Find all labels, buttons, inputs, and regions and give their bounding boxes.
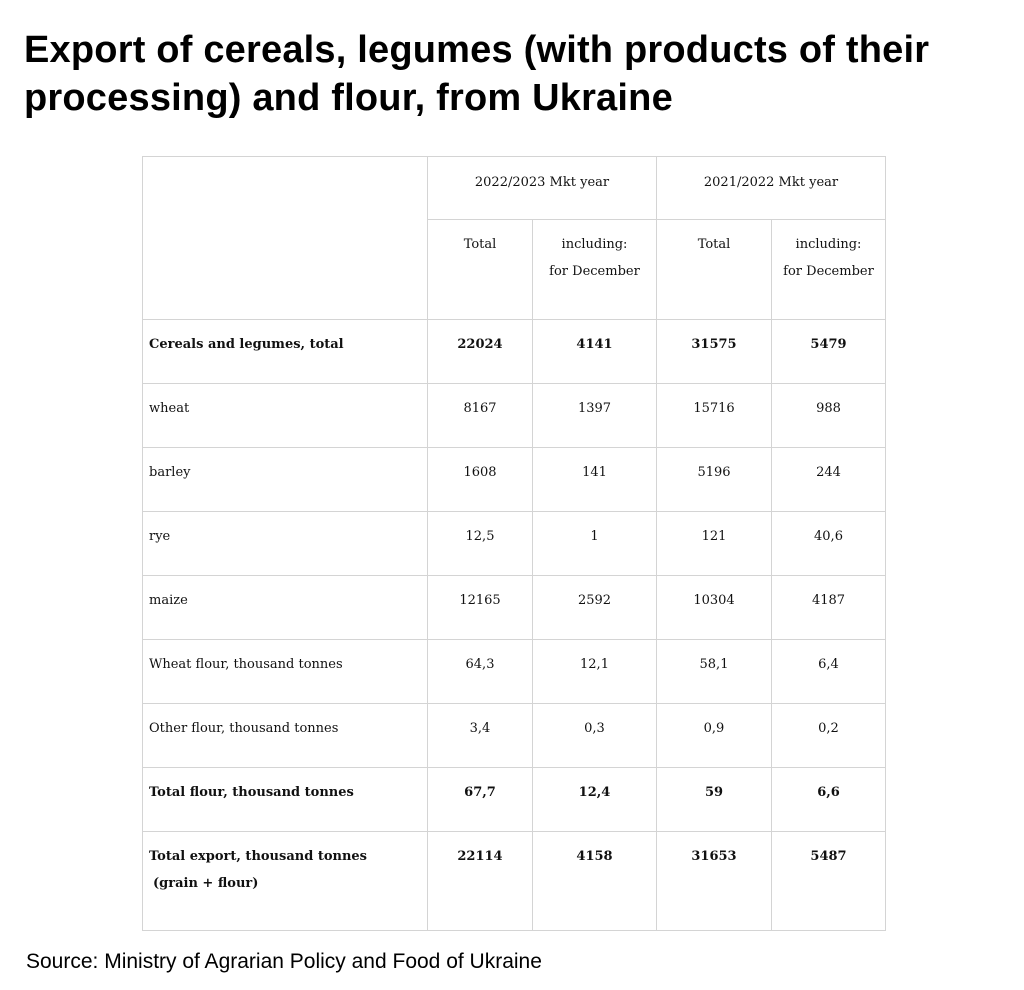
cell-december-2022-2023: 2592: [532, 575, 657, 640]
cell-december-2022-2023: 1397: [532, 383, 657, 448]
cell-total-2022-2023: 64,3: [427, 639, 533, 704]
cell-december-2021-2022: 6,4: [771, 639, 886, 704]
header-including-december-a: including: for December: [532, 219, 657, 320]
row-label: rye: [142, 511, 428, 576]
header-total-b: Total: [656, 219, 772, 320]
header-including-december-b: including: for December: [771, 219, 886, 320]
header-year-2021-2022: 2021/2022 Mkt year: [656, 156, 886, 220]
cell-december-2021-2022: 5479: [771, 319, 886, 384]
header-corner-cell: [142, 156, 428, 320]
source-note: Source: Ministry of Agrarian Policy and …: [26, 950, 542, 973]
header-total-a: Total: [427, 219, 533, 320]
table-row: Wheat flour, thousand tonnes 64,3 12,1 5…: [142, 639, 886, 704]
table-row: barley 1608 141 5196 244: [142, 447, 886, 512]
export-table: 2022/2023 Mkt year 2021/2022 Mkt year To…: [142, 156, 886, 931]
table-row: maize 12165 2592 10304 4187: [142, 575, 886, 640]
cell-total-2021-2022: 10304: [656, 575, 772, 640]
cell-total-2022-2023: 8167: [427, 383, 533, 448]
table-row: wheat 8167 1397 15716 988: [142, 383, 886, 448]
row-label: barley: [142, 447, 428, 512]
cell-total-2021-2022: 58,1: [656, 639, 772, 704]
cell-total-2022-2023: 3,4: [427, 703, 533, 768]
cell-total-2022-2023: 22024: [427, 319, 533, 384]
cell-december-2022-2023: 12,4: [532, 767, 657, 832]
row-label: Total flour, thousand tonnes: [142, 767, 428, 832]
row-label: Cereals and legumes, total: [142, 319, 428, 384]
cell-total-2021-2022: 5196: [656, 447, 772, 512]
row-label: maize: [142, 575, 428, 640]
cell-total-2021-2022: 59: [656, 767, 772, 832]
cell-december-2022-2023: 12,1: [532, 639, 657, 704]
row-label: Wheat flour, thousand tonnes: [142, 639, 428, 704]
cell-total-2022-2023: 1608: [427, 447, 533, 512]
table-row: rye 12,5 1 121 40,6: [142, 511, 886, 576]
header-year-2022-2023: 2022/2023 Mkt year: [427, 156, 657, 220]
row-label: Other flour, thousand tonnes: [142, 703, 428, 768]
cell-december-2021-2022: 6,6: [771, 767, 886, 832]
cell-total-2021-2022: 31575: [656, 319, 772, 384]
cell-total-2021-2022: 121: [656, 511, 772, 576]
cell-total-2022-2023: 12,5: [427, 511, 533, 576]
cell-total-2021-2022: 0,9: [656, 703, 772, 768]
cell-december-2022-2023: 4158: [532, 831, 657, 931]
cell-december-2021-2022: 0,2: [771, 703, 886, 768]
cell-total-2022-2023: 67,7: [427, 767, 533, 832]
cell-december-2021-2022: 244: [771, 447, 886, 512]
table-row: Other flour, thousand tonnes 3,4 0,3 0,9…: [142, 703, 886, 768]
cell-total-2021-2022: 31653: [656, 831, 772, 931]
table-row-total-export: Total export, thousand tonnes (grain + fl…: [142, 831, 886, 931]
page-title: Export of cereals, legumes (with product…: [24, 29, 930, 119]
cell-december-2022-2023: 141: [532, 447, 657, 512]
cell-december-2021-2022: 5487: [771, 831, 886, 931]
cell-december-2021-2022: 40,6: [771, 511, 886, 576]
cell-total-2021-2022: 15716: [656, 383, 772, 448]
cell-total-2022-2023: 12165: [427, 575, 533, 640]
cell-december-2022-2023: 4141: [532, 319, 657, 384]
row-label: wheat: [142, 383, 428, 448]
cell-december-2022-2023: 0,3: [532, 703, 657, 768]
table-row: Cereals and legumes, total 22024 4141 31…: [142, 319, 886, 384]
cell-december-2021-2022: 988: [771, 383, 886, 448]
row-label: Total export, thousand tonnes (grain + fl…: [142, 831, 428, 931]
table-row: Total flour, thousand tonnes 67,7 12,4 5…: [142, 767, 886, 832]
cell-december-2021-2022: 4187: [771, 575, 886, 640]
cell-total-2022-2023: 22114: [427, 831, 533, 931]
cell-december-2022-2023: 1: [532, 511, 657, 576]
